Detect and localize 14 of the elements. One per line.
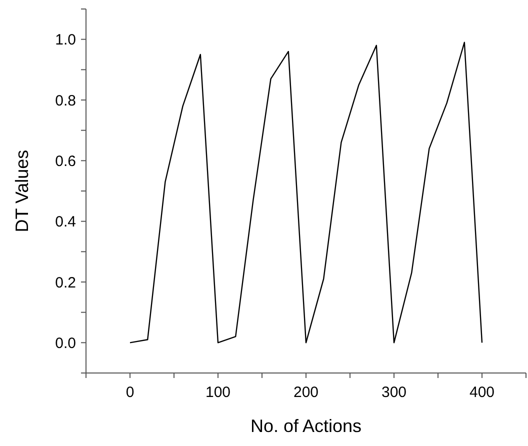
y-tick-label: 1.0	[55, 32, 76, 49]
x-tick-label: 200	[293, 384, 319, 401]
line-series	[129, 42, 483, 344]
x-tick-label: 100	[205, 384, 231, 401]
x-tick-label: 400	[469, 384, 495, 401]
x-tick-label: 0	[126, 384, 134, 401]
y-tick-label: 0.4	[55, 214, 76, 231]
y-axis-title: DT Values	[12, 150, 32, 232]
y-tick-label: 0.0	[55, 334, 76, 352]
y-tick-label: 0.6	[55, 152, 76, 170]
y-tick-label: 0.2	[55, 274, 76, 292]
x-tick-label: 300	[381, 384, 407, 401]
x-axis-title: No. of Actions	[250, 416, 362, 436]
y-tick-label: 0.8	[55, 92, 76, 110]
